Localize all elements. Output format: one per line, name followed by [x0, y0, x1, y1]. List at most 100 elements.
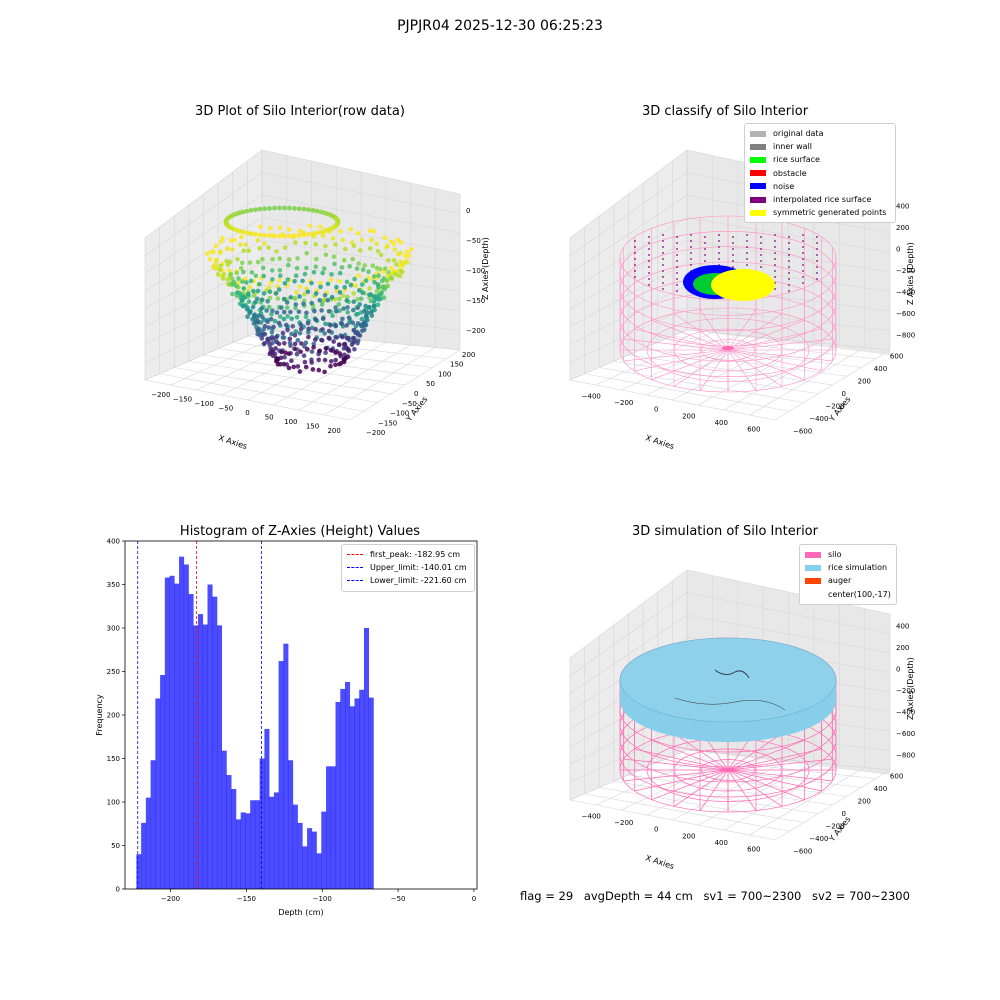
data-point: [260, 314, 265, 320]
data-point: [328, 348, 334, 353]
data-point: [273, 346, 278, 351]
z-tick-label: −800: [896, 751, 915, 759]
data-point: [255, 296, 260, 302]
y-tick-label: 0: [116, 886, 120, 894]
data-point: [329, 359, 334, 364]
data-point: [278, 314, 283, 319]
legend-entry: original data: [750, 127, 890, 140]
data-point: [363, 313, 369, 318]
data-point: [314, 230, 320, 236]
data-point: [358, 296, 364, 302]
data-point: [333, 350, 338, 355]
histogram-bar: [326, 766, 332, 889]
data-point: [298, 322, 304, 328]
data-point: [217, 267, 223, 273]
data-point: [367, 246, 373, 251]
data-point: [385, 243, 390, 249]
data-point: [341, 257, 347, 263]
data-point: [338, 229, 343, 234]
data-point: [234, 270, 240, 276]
data-point: [302, 359, 308, 365]
interpolated-point: [634, 270, 636, 272]
interpolated-point: [732, 242, 734, 244]
data-point: [279, 349, 284, 355]
data-point: [309, 360, 314, 365]
data-point: [230, 291, 235, 297]
data-point: [404, 260, 410, 265]
interpolated-point: [648, 266, 650, 268]
data-point: [258, 224, 263, 230]
legend-entry: inner wall: [750, 140, 890, 153]
data-point: [398, 250, 403, 256]
interpolated-point: [802, 240, 804, 242]
y-tick-label: −600: [793, 428, 812, 436]
z-tick-label: −150: [466, 297, 485, 305]
panel4-title: 3D simulation of Silo Interior: [632, 524, 818, 539]
histogram-bar: [160, 674, 166, 889]
data-point: [317, 348, 322, 354]
data-point: [326, 335, 332, 341]
data-point: [247, 260, 253, 265]
y-tick-label: 100: [107, 799, 120, 807]
data-point: [292, 296, 298, 301]
x-tick-label: 200: [682, 412, 695, 420]
data-point: [292, 279, 297, 284]
legend-swatch: [805, 577, 821, 584]
interpolated-point: [788, 290, 790, 292]
data-point: [323, 350, 328, 355]
data-point: [285, 327, 290, 333]
data-point: [251, 288, 256, 294]
legend-swatch: [750, 156, 766, 163]
data-point: [292, 233, 297, 238]
data-point: [339, 321, 344, 326]
data-point: [294, 351, 300, 357]
z-axis-label: Z Axies (Depth): [906, 242, 915, 305]
data-point: [310, 367, 316, 372]
x-tick-label: 150: [306, 422, 319, 430]
data-point: [371, 299, 377, 304]
interpolated-point: [662, 264, 664, 266]
data-point: [355, 321, 361, 326]
interpolated-point: [802, 234, 804, 236]
data-point: [367, 228, 373, 233]
data-point: [211, 249, 216, 255]
interpolated-point: [634, 264, 636, 266]
data-point: [362, 263, 367, 268]
data-point: [284, 322, 289, 328]
legend-label: auger: [828, 576, 852, 586]
interpolated-point: [676, 254, 678, 256]
data-point: [322, 369, 327, 375]
data-point: [337, 342, 342, 347]
data-point: [320, 316, 326, 321]
data-point: [345, 309, 350, 315]
data-point: [329, 294, 335, 300]
interpolated-point: [662, 246, 664, 248]
x-tick-label: 400: [715, 839, 728, 847]
data-point: [370, 263, 376, 268]
y-tick-label: −600: [793, 848, 812, 856]
data-point: [297, 284, 303, 289]
interpolated-point: [662, 282, 664, 284]
data-point: [218, 250, 223, 255]
data-point: [334, 308, 339, 314]
data-point: [346, 315, 352, 320]
data-point: [287, 336, 293, 342]
z-tick-label: 400: [896, 203, 909, 211]
y-tick-label: 200: [462, 351, 475, 359]
data-point: [353, 283, 358, 289]
data-point: [232, 237, 237, 243]
data-point: [300, 278, 305, 284]
interpolated-point: [788, 284, 790, 286]
data-point: [304, 250, 309, 256]
data-point: [236, 290, 242, 296]
interpolated-point: [774, 264, 776, 266]
histogram-bar: [354, 698, 360, 889]
interpolated-point: [788, 254, 790, 256]
data-point: [261, 273, 266, 279]
data-point: [341, 346, 347, 351]
data-point: [244, 230, 250, 236]
data-point: [276, 320, 282, 326]
panel2-title: 3D classify of Silo Interior: [641, 104, 809, 119]
data-point: [354, 266, 360, 271]
x-tick-label: −200: [614, 399, 633, 407]
